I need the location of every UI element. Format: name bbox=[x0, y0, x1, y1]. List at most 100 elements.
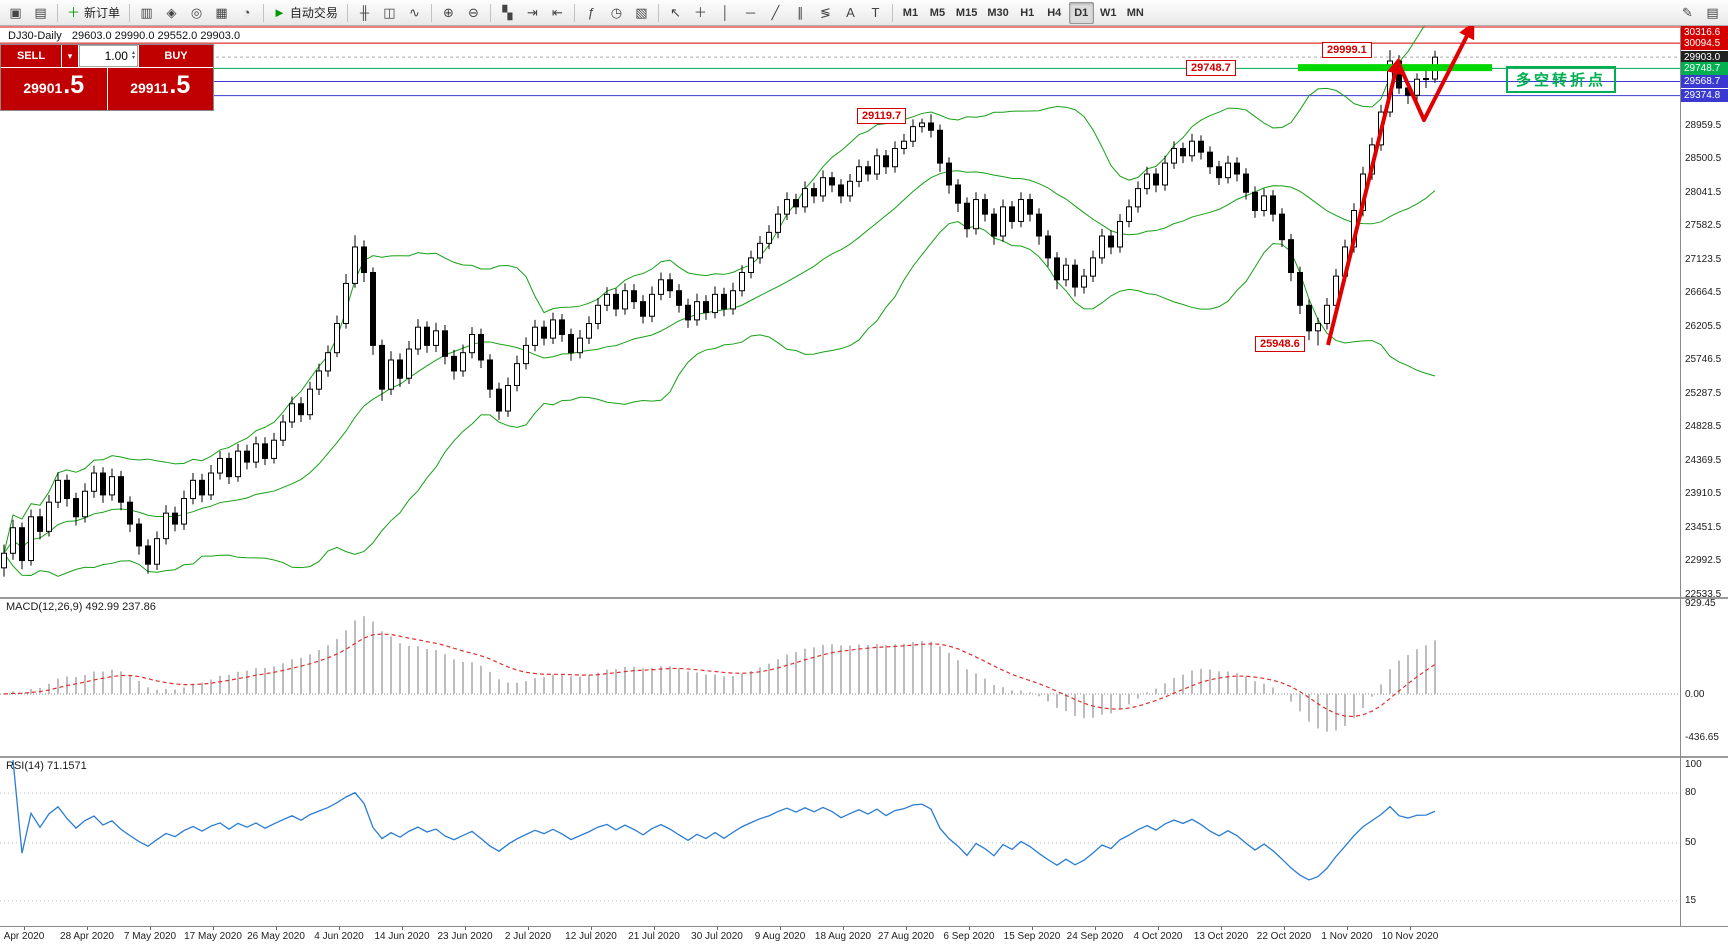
templates-icon[interactable]: ▧ bbox=[630, 2, 653, 24]
candle-body bbox=[577, 337, 583, 354]
terminal-icon[interactable]: ▦ bbox=[210, 2, 233, 24]
volume-input[interactable]: 1.00 ▴ ▾ bbox=[79, 45, 138, 67]
candle-body bbox=[1117, 220, 1123, 248]
timeframe-m30[interactable]: M30 bbox=[987, 6, 1009, 19]
volume-up-icon[interactable]: ▴ bbox=[131, 50, 135, 56]
new-order-button[interactable]: ＋新订单 bbox=[63, 2, 124, 24]
strategy-tester-icon[interactable]: ◔ bbox=[235, 2, 258, 24]
candle-body bbox=[181, 498, 187, 525]
date-axis-label: 23 Jun 2020 bbox=[437, 931, 493, 942]
plus-icon: ＋ bbox=[67, 5, 81, 20]
candle-body bbox=[28, 516, 34, 562]
templates-icon: ▧ bbox=[635, 5, 648, 20]
candlestick-chart-icon[interactable]: ◫ bbox=[378, 2, 401, 24]
candle-body bbox=[847, 180, 853, 197]
pencil-icon[interactable]: ✎ bbox=[1682, 4, 1693, 20]
candle-body bbox=[190, 479, 196, 500]
price-axis-label: 24369.5 bbox=[1685, 454, 1722, 466]
volume-down-icon[interactable]: ▾ bbox=[131, 55, 135, 61]
candle-body bbox=[433, 330, 439, 346]
price-chart[interactable] bbox=[0, 26, 1680, 597]
timeframe-m5[interactable]: M5 bbox=[929, 6, 946, 19]
macd-indicator-chart[interactable] bbox=[0, 599, 1680, 756]
market-watch-icon[interactable]: ▥ bbox=[135, 2, 158, 24]
channel-icon[interactable]: ∥ bbox=[789, 2, 812, 24]
timeframe-mn[interactable]: MN bbox=[1126, 6, 1144, 19]
zoom-in-icon[interactable]: ⊕ bbox=[437, 2, 460, 24]
buy-price-head: 29911 bbox=[130, 80, 169, 96]
candle-body bbox=[442, 330, 448, 357]
data-window-icon[interactable]: ◈ bbox=[160, 2, 183, 24]
crosshair-icon[interactable]: ＋ bbox=[689, 2, 712, 24]
candle-body bbox=[1099, 235, 1105, 259]
trendline-icon[interactable]: ╱ bbox=[764, 2, 787, 24]
timeframe-d1[interactable]: D1 bbox=[1068, 1, 1094, 24]
timeframe-h4[interactable]: H4 bbox=[1047, 6, 1062, 19]
candle-body bbox=[712, 293, 718, 314]
auto-scroll-icon[interactable]: ⇥ bbox=[521, 2, 544, 24]
candle-body bbox=[874, 155, 880, 175]
candle-body bbox=[307, 388, 313, 416]
zoom-out-icon[interactable]: ⊖ bbox=[462, 2, 485, 24]
periods-icon[interactable]: ◷ bbox=[605, 2, 628, 24]
chart-shift-icon[interactable]: ⇤ bbox=[546, 2, 569, 24]
candle-body bbox=[1261, 195, 1267, 211]
autotrading-button[interactable]: ► 自动交易 bbox=[269, 2, 342, 24]
date-axis-label: 2 Jul 2020 bbox=[504, 931, 552, 942]
candle-body bbox=[1216, 166, 1222, 179]
chart-shift-icon: ⇤ bbox=[551, 5, 563, 20]
candle-body bbox=[1144, 173, 1150, 190]
candle-body bbox=[541, 326, 547, 339]
timeframe-m15[interactable]: M15 bbox=[955, 6, 978, 19]
indicators-icon[interactable]: ƒ bbox=[580, 2, 603, 24]
bollinger-lower-band bbox=[3, 220, 1436, 577]
macd-panel-separator[interactable] bbox=[0, 597, 1728, 599]
price-axis-border bbox=[1680, 26, 1681, 926]
candle-body bbox=[244, 450, 250, 463]
chart-list-icon[interactable]: ▤ bbox=[1706, 4, 1719, 20]
timeframe-m1[interactable]: M1 bbox=[902, 6, 919, 19]
date-axis[interactable]: Apr 2020 28 Apr 2020 7 May 2020 17 May 2020… bbox=[0, 926, 1728, 945]
timeframe-h1[interactable]: H1 bbox=[1020, 6, 1035, 19]
tile-windows-icon[interactable]: ▚ bbox=[496, 2, 519, 24]
candle-body bbox=[1207, 151, 1213, 168]
cursor-icon[interactable]: ↖ bbox=[664, 2, 687, 24]
candle-body bbox=[388, 359, 394, 390]
order-type-dropdown[interactable]: ▾ bbox=[62, 45, 78, 67]
line-chart-icon[interactable]: ∿ bbox=[403, 2, 426, 24]
vertical-line-icon[interactable]: │ bbox=[714, 2, 737, 24]
date-axis-tick bbox=[1347, 927, 1348, 930]
candle-body bbox=[1189, 140, 1195, 157]
candle-body bbox=[586, 323, 592, 339]
price-axis-label: 25746.5 bbox=[1685, 354, 1722, 366]
buy-price-button[interactable]: 29911 .5 bbox=[107, 68, 213, 110]
arrow-tools-icon[interactable]: T bbox=[864, 2, 887, 24]
sell-button[interactable]: SELL bbox=[1, 45, 61, 67]
timeframe-w1[interactable]: W1 bbox=[1099, 6, 1117, 19]
volume-steppers[interactable]: ▴ ▾ bbox=[131, 50, 135, 61]
horizontal-line-icon[interactable]: ─ bbox=[739, 2, 762, 24]
candle-body bbox=[775, 213, 781, 233]
sell-price-button[interactable]: 29901 .5 bbox=[1, 68, 107, 110]
candle-body bbox=[811, 188, 817, 197]
candle-body bbox=[406, 348, 412, 379]
candle-body bbox=[199, 479, 205, 496]
new-chart-icon[interactable]: ▣ bbox=[4, 2, 27, 24]
text-icon[interactable]: A bbox=[839, 2, 862, 24]
trend-arrow[interactable] bbox=[1326, 57, 1404, 346]
bar-chart-icon[interactable]: ╫ bbox=[353, 2, 376, 24]
rsi-panel-separator[interactable] bbox=[0, 756, 1728, 758]
buy-button[interactable]: BUY bbox=[139, 45, 213, 67]
tile-windows-icon: ▚ bbox=[502, 5, 513, 20]
candle-body bbox=[1126, 206, 1132, 222]
rsi-indicator-chart[interactable] bbox=[0, 758, 1680, 926]
date-axis-label: 4 Jun 2020 bbox=[314, 931, 364, 942]
navigator-icon[interactable]: ◎ bbox=[185, 2, 208, 24]
chart-profiles-icon[interactable]: ▤ bbox=[29, 2, 52, 24]
date-axis-tick bbox=[906, 927, 907, 930]
candle-body bbox=[1279, 213, 1285, 241]
date-axis-tick bbox=[150, 927, 151, 930]
fibonacci-icon[interactable]: ≶ bbox=[814, 2, 837, 24]
trend-arrow[interactable] bbox=[1396, 26, 1475, 122]
candle-body bbox=[1315, 323, 1321, 332]
